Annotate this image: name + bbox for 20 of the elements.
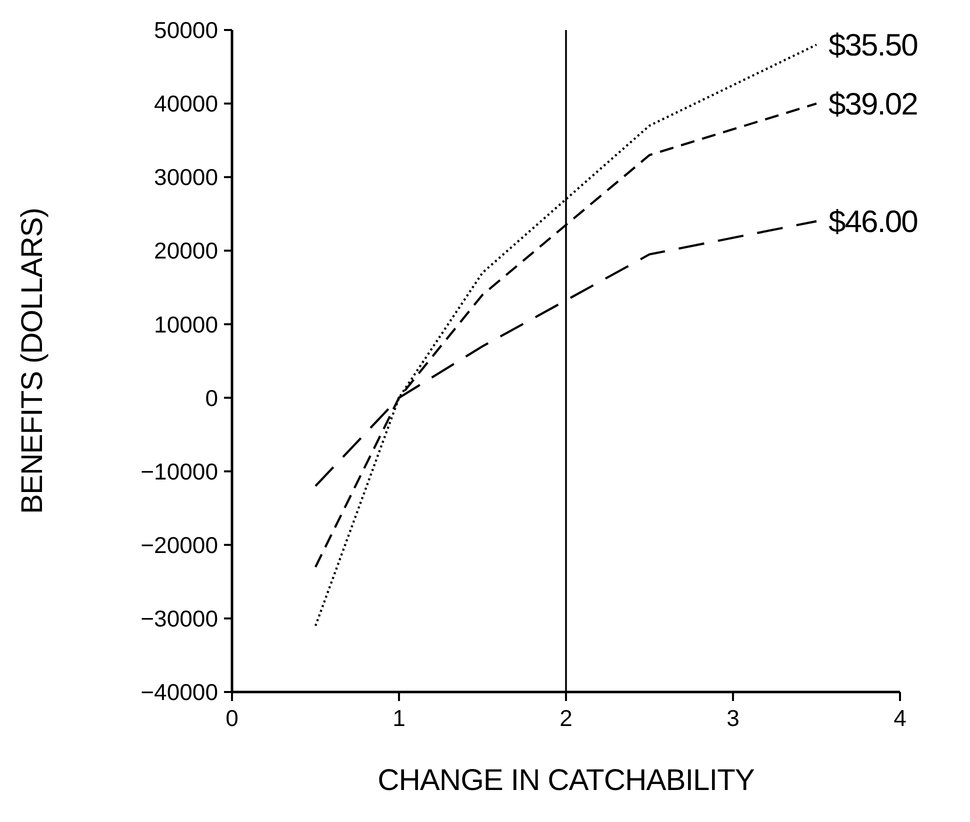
series-label: $46.00 bbox=[828, 204, 918, 240]
x-axis-title: CHANGE IN CATCHABILITY bbox=[378, 764, 755, 797]
y-tick-label: 10000 bbox=[154, 311, 218, 338]
series-label: $35.50 bbox=[828, 28, 918, 63]
y-tick-label: 30000 bbox=[154, 164, 218, 190]
y-tick-label: 20000 bbox=[154, 238, 218, 264]
series-label: $39.02 bbox=[828, 86, 918, 122]
y-tick-label: −40000 bbox=[140, 679, 218, 706]
x-tick-label: 3 bbox=[726, 705, 740, 731]
y-tick-label: −30000 bbox=[140, 605, 218, 632]
y-tick-label: 40000 bbox=[154, 90, 218, 117]
y-tick-label: 50000 bbox=[154, 17, 218, 44]
x-tick-label: 2 bbox=[560, 705, 572, 731]
x-tick-label: 4 bbox=[894, 705, 907, 731]
y-tick-label: 0 bbox=[205, 384, 218, 411]
x-tick-label: 0 bbox=[226, 705, 238, 731]
y-tick-label: −10000 bbox=[140, 458, 218, 484]
x-tick-label: 1 bbox=[392, 705, 406, 731]
y-axis-title: BENEFITS (DOLLARS) bbox=[16, 208, 49, 514]
y-tick-label: −20000 bbox=[140, 532, 218, 558]
